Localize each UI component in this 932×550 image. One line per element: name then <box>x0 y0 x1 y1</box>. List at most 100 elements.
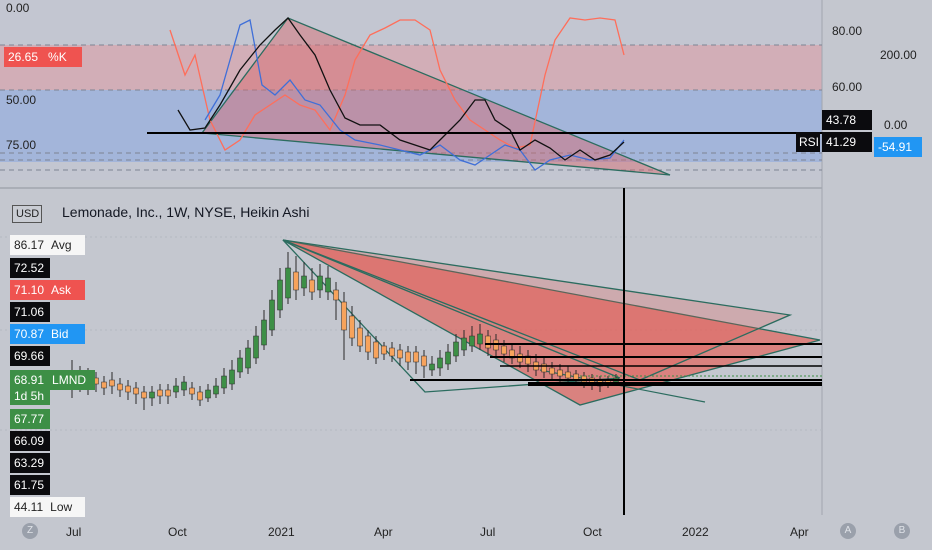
oscillator-wedge <box>200 17 671 176</box>
price-label-avg: 86.17 Avg <box>10 235 85 255</box>
reset-zoom-button[interactable]: Z <box>22 523 38 539</box>
candle <box>277 268 283 318</box>
candle <box>365 330 371 360</box>
candle <box>197 386 203 406</box>
stoch-d-line <box>204 19 625 171</box>
stoch-k-line <box>169 17 625 151</box>
candle <box>109 372 115 394</box>
oscillator-guides <box>0 44 822 171</box>
candle <box>141 386 147 410</box>
rsi-line <box>177 17 625 161</box>
price-wedge-main <box>282 239 821 406</box>
cci-scale-0: 0.00 <box>884 118 908 132</box>
time-label-jul: Jul <box>66 525 82 539</box>
stoch-k-value: 26.65 <box>8 50 39 64</box>
rsi-label: RSI <box>796 132 820 152</box>
price-label-69: 69.66 <box>10 346 50 366</box>
candle <box>445 344 451 370</box>
time-label-oct-2: Oct <box>583 525 602 539</box>
candle <box>373 336 379 364</box>
candle <box>309 268 315 300</box>
time-label-oct: Oct <box>168 525 187 539</box>
price-label-66: 66.09 <box>10 431 50 451</box>
candle <box>285 252 291 304</box>
candle <box>205 384 211 402</box>
candle <box>301 262 307 296</box>
candle <box>429 356 435 376</box>
cci-value: -54.91 <box>874 137 922 157</box>
candle <box>237 350 243 378</box>
price-label-lmnd: 68.91 LMND <box>10 370 95 390</box>
candle <box>165 384 171 404</box>
candle <box>397 344 403 366</box>
candle <box>133 382 139 404</box>
candle <box>325 266 331 300</box>
time-label-apr-2: Apr <box>790 525 809 539</box>
log-scale-button[interactable]: B <box>894 523 910 539</box>
osc-scale-top: 0.00 <box>6 1 30 15</box>
auto-scale-button[interactable]: A <box>840 523 856 539</box>
candle <box>253 326 259 364</box>
candle <box>541 358 547 378</box>
candlesticks <box>69 252 619 410</box>
candle <box>381 342 387 360</box>
candle <box>293 256 299 300</box>
price-label-67: 67.77 <box>10 409 50 429</box>
candle <box>125 380 131 400</box>
candle <box>221 368 227 394</box>
candle <box>477 324 483 350</box>
time-label-2022: 2022 <box>682 525 709 539</box>
candle <box>469 326 475 352</box>
osc-right-60: 60.00 <box>832 80 863 94</box>
time-axis-background <box>0 515 932 550</box>
chart-title: Lemonade, Inc., 1W, NYSE, Heikin Ashi <box>62 204 310 220</box>
candle <box>437 350 443 376</box>
currency-badge[interactable]: USD <box>12 205 42 223</box>
support-levels <box>410 343 822 386</box>
oversold-band <box>0 90 822 162</box>
candle <box>413 346 419 374</box>
candle <box>157 384 163 404</box>
candle <box>245 340 251 374</box>
candle <box>317 264 323 298</box>
price-label-72: 72.52 <box>10 258 50 278</box>
price-label-low: 44.11 Low <box>10 497 85 517</box>
candle <box>549 362 555 380</box>
candle <box>117 378 123 397</box>
time-label-2021: 2021 <box>268 525 295 539</box>
price-label-bid: 70.87 Bid <box>10 324 85 344</box>
candle <box>269 290 275 336</box>
candle <box>405 346 411 370</box>
candle <box>181 376 187 396</box>
candle <box>341 292 347 360</box>
osc-scale-75: 75.00 <box>6 138 37 152</box>
price-label-63: 63.29 <box>10 453 50 473</box>
candle <box>229 360 235 390</box>
time-label-apr: Apr <box>374 525 393 539</box>
stoch-k-chip[interactable]: 26.65 %K <box>4 47 82 67</box>
rsi-value: 41.29 <box>822 132 872 152</box>
price-label-61: 61.75 <box>10 475 50 495</box>
price-label-countdown: 1d 5h <box>10 388 50 405</box>
oscillator-lines <box>169 17 625 171</box>
candle <box>261 310 267 350</box>
candle <box>357 320 363 352</box>
price-label-71: 71.06 <box>10 302 50 322</box>
candle <box>333 282 339 320</box>
candle <box>213 378 219 398</box>
candle <box>101 376 107 395</box>
candle <box>389 342 395 362</box>
osc-scale-50: 50.00 <box>6 93 37 107</box>
candle <box>453 334 459 362</box>
candle <box>349 306 355 346</box>
rsi-value-upper: 43.78 <box>822 110 872 130</box>
cci-scale-200: 200.00 <box>880 48 917 62</box>
candle <box>173 378 179 398</box>
overbought-band <box>0 45 822 90</box>
stoch-k-label: %K <box>48 50 67 64</box>
price-label-ask: 71.10 Ask <box>10 280 85 300</box>
time-label-jul-2: Jul <box>480 525 496 539</box>
osc-right-80: 80.00 <box>832 24 863 38</box>
